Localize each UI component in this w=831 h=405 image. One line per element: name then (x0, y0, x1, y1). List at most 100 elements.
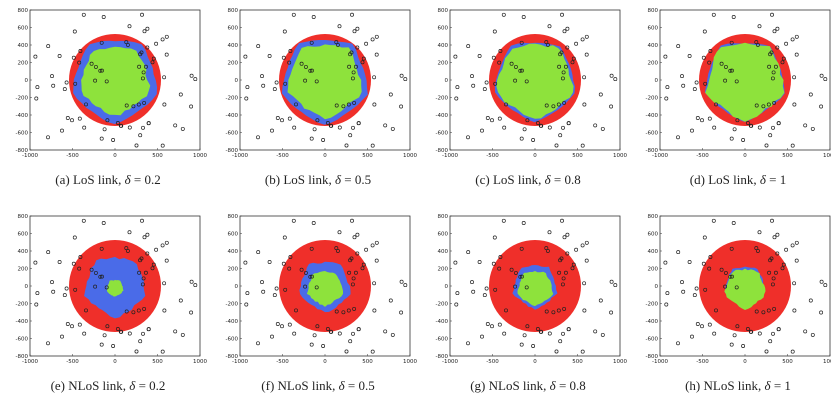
y-tick-label: 400 (648, 43, 659, 49)
node-marker (34, 302, 39, 307)
node-marker (352, 306, 357, 311)
subfigure-b: -1000 -500 0 500 1000 800 600 400 200 0 -200 -400 -6… (218, 2, 418, 192)
node-marker (99, 274, 104, 279)
node-marker (784, 41, 789, 46)
node-marker (754, 309, 759, 314)
node-marker (773, 64, 778, 69)
node-marker (513, 64, 518, 69)
node-marker (193, 77, 198, 82)
node-marker (351, 276, 356, 281)
node-marker (580, 349, 585, 354)
node-marker (560, 282, 565, 287)
node-marker (344, 143, 349, 148)
node-marker (34, 96, 39, 101)
node-marker (142, 29, 147, 34)
node-marker (803, 329, 808, 334)
node-marker (723, 64, 728, 69)
node-marker (757, 24, 762, 29)
y-tick-label: 600 (438, 26, 449, 32)
node-marker (754, 40, 759, 45)
node-marker (309, 68, 314, 73)
node-marker (150, 60, 155, 65)
node-marker (712, 125, 717, 130)
y-tick-label: 200 (228, 267, 239, 273)
node-marker (544, 40, 549, 45)
node-marker (819, 73, 824, 78)
y-tick-label: -600 (436, 131, 449, 137)
node-marker (741, 344, 746, 348)
node-marker (771, 70, 776, 75)
node-marker (347, 270, 352, 275)
node-marker (729, 136, 734, 141)
y-tick-label: 0 (25, 284, 29, 290)
node-marker (690, 128, 694, 133)
node-marker (819, 310, 824, 315)
node-marker (287, 116, 292, 121)
node-marker (613, 77, 618, 82)
node-marker (711, 12, 716, 17)
node-marker (502, 331, 507, 336)
y-tick-label: 200 (648, 267, 659, 273)
node-marker (311, 221, 316, 225)
node-marker (46, 250, 51, 255)
node-marker (329, 329, 334, 334)
node-marker (77, 266, 82, 271)
node-marker (260, 74, 264, 79)
node-marker (497, 322, 502, 327)
node-marker (303, 270, 308, 275)
x-tick-label: -1000 (232, 153, 248, 159)
node-marker (256, 135, 260, 140)
node-marker (93, 78, 98, 83)
node-marker (477, 54, 482, 58)
node-marker (521, 15, 526, 19)
node-marker (72, 235, 77, 240)
node-marker (325, 327, 330, 331)
node-marker (676, 135, 680, 140)
node-marker (562, 29, 567, 34)
node-marker (348, 339, 353, 344)
node-marker (64, 286, 69, 291)
node-marker (676, 250, 681, 255)
node-marker (173, 329, 178, 334)
node-marker (593, 123, 598, 128)
node-marker (351, 70, 356, 75)
x-tick-label: -1000 (652, 359, 668, 365)
node-marker (370, 243, 375, 248)
node-marker (35, 291, 40, 296)
node-marker (399, 73, 404, 78)
node-marker (283, 81, 288, 86)
node-marker (374, 52, 379, 57)
node-marker (137, 270, 142, 275)
node-marker (823, 283, 828, 288)
node-marker (314, 79, 319, 84)
node-marker (101, 221, 106, 225)
y-tick-label: -600 (226, 131, 239, 137)
node-marker (775, 251, 780, 256)
y-tick-label: -800 (16, 354, 29, 360)
subfigure-caption: (c) LoS link, δ = 0.8 (428, 172, 628, 188)
node-marker (115, 121, 120, 125)
node-marker (124, 40, 129, 45)
node-marker (346, 102, 351, 107)
node-marker (702, 235, 707, 240)
node-marker (560, 76, 565, 81)
node-marker (600, 126, 605, 131)
node-marker (757, 331, 762, 336)
x-tick-label: 0 (533, 153, 537, 159)
region-green (287, 44, 362, 120)
node-marker (676, 44, 681, 49)
node-marker (245, 291, 250, 296)
node-marker (77, 116, 82, 121)
node-marker (729, 40, 734, 45)
node-marker (256, 341, 260, 346)
node-marker (749, 329, 754, 334)
y-tick-label: 0 (235, 78, 239, 84)
y-tick-label: -200 (436, 96, 449, 102)
node-marker (303, 284, 308, 289)
node-marker (544, 309, 549, 314)
node-marker (493, 81, 498, 86)
node-marker (708, 49, 713, 53)
node-marker (299, 267, 304, 272)
node-marker (808, 92, 813, 97)
node-marker (539, 329, 544, 334)
